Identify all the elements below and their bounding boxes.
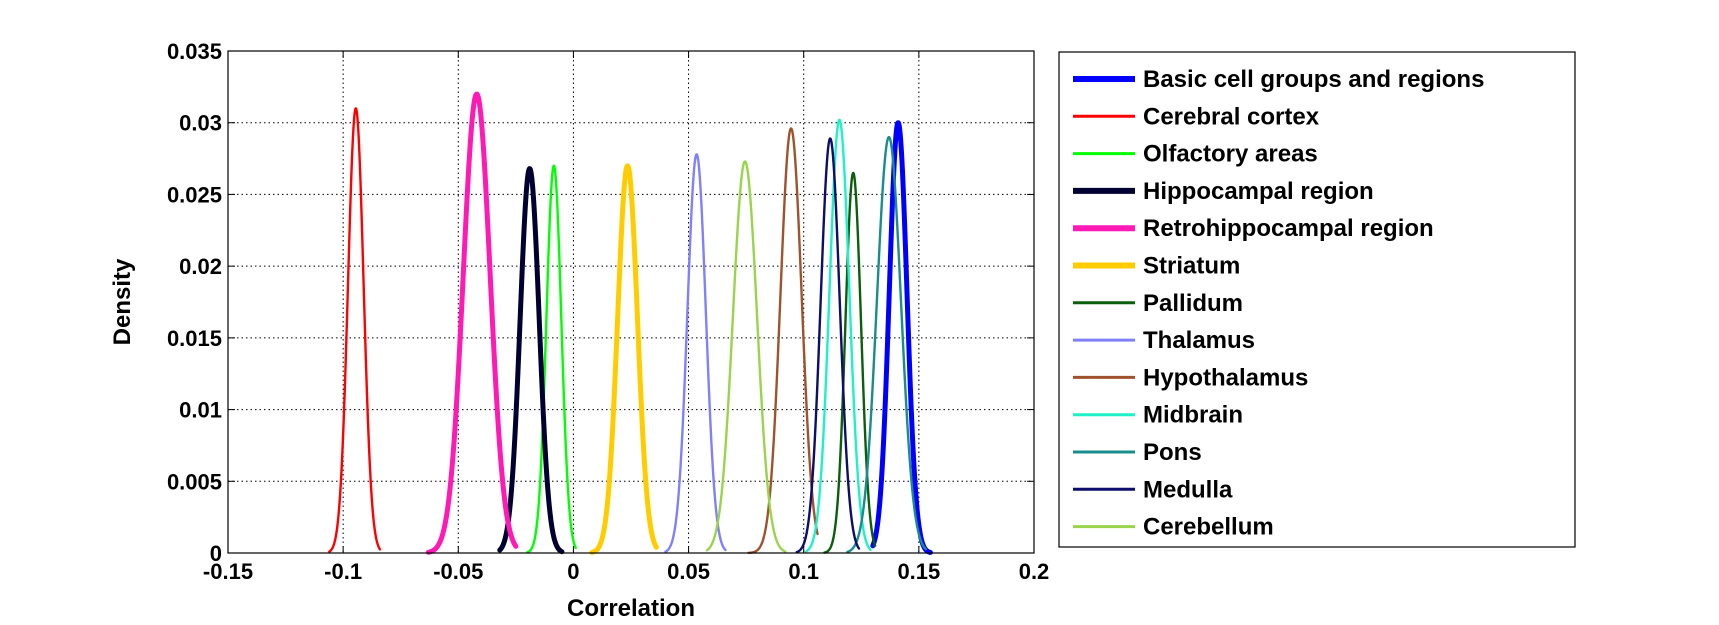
series-line-cerebellum	[705, 160, 787, 553]
x-tick-label: 0.1	[788, 559, 819, 584]
x-tick-label: 0.05	[667, 559, 710, 584]
series-line-thalamus	[664, 153, 727, 553]
series-line-striatum	[589, 163, 659, 555]
legend-label-striatum: Striatum	[1143, 253, 1240, 280]
y-tick-label: 0.02	[179, 254, 222, 279]
series-lines	[328, 91, 933, 555]
y-tick-label: 0.03	[179, 111, 222, 136]
legend-label-basic-cell-groups-and-regions: Basic cell groups and regions	[1143, 66, 1484, 93]
legend-label-hippocampal-region: Hippocampal region	[1143, 178, 1374, 205]
x-tick-label: 0.2	[1019, 559, 1050, 584]
legend-label-pons: Pons	[1143, 439, 1202, 466]
series-line-hippocampal-region	[497, 166, 565, 555]
x-tick-label: 0	[567, 559, 579, 584]
x-tick-label: -0.05	[433, 559, 483, 584]
x-tick-label: -0.1	[324, 559, 362, 584]
series-line-hypothalamus	[747, 127, 819, 555]
series-line-medulla	[795, 137, 861, 554]
legend-label-retrohippocampal-region: Retrohippocampal region	[1143, 215, 1434, 242]
y-tick-label: 0.005	[167, 469, 222, 494]
y-tick-label: 0	[210, 541, 222, 566]
x-tick-label: -0.15	[203, 559, 253, 584]
legend-label-thalamus: Thalamus	[1143, 327, 1255, 354]
y-tick-label: 0.015	[167, 326, 222, 351]
y-tick-label: 0.035	[167, 39, 222, 64]
series-line-pons	[846, 135, 927, 554]
legend: Basic cell groups and regions Cerebral co…	[1058, 51, 1576, 548]
x-axis-label: Correlation	[567, 595, 695, 622]
y-axis-label: Density	[109, 258, 136, 345]
axis-ticks: -0.15 -0.1 -0.05 0 0.05 0.1 0.15 0.2 0 0.005 0.01 0…	[167, 39, 1049, 584]
series-line-retrohippocampal-region	[425, 91, 519, 555]
series-line-midbrain	[804, 118, 872, 553]
series-line-olfactory-areas	[526, 164, 577, 554]
series-line-cerebral-cortex	[328, 107, 382, 553]
legend-label-olfactory-areas: Olfactory areas	[1143, 141, 1318, 168]
legend-label-cerebral-cortex: Cerebral cortex	[1143, 103, 1320, 130]
x-tick-label: 0.15	[897, 559, 940, 584]
y-tick-label: 0.01	[179, 398, 222, 423]
legend-label-cerebellum: Cerebellum	[1143, 514, 1274, 541]
plot-frame	[227, 50, 1035, 554]
legend-label-midbrain: Midbrain	[1143, 402, 1243, 429]
legend-label-pallidum: Pallidum	[1143, 290, 1243, 317]
y-tick-label: 0.025	[167, 182, 222, 207]
legend-label-medulla: Medulla	[1143, 476, 1233, 503]
legend-box	[1058, 51, 1576, 548]
legend-label-hypothalamus: Hypothalamus	[1143, 364, 1308, 391]
